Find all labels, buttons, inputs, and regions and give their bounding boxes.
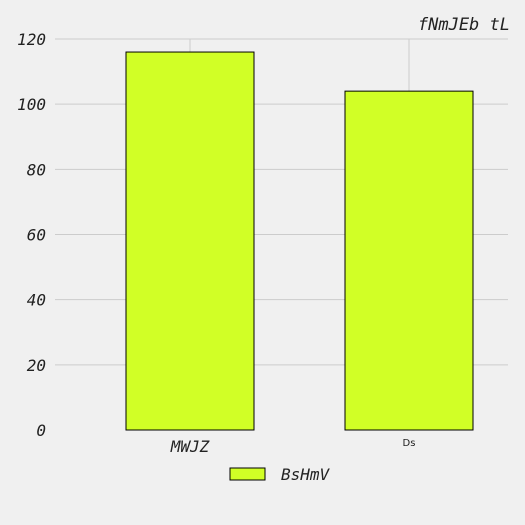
y-tick-label: 100	[17, 95, 46, 114]
y-tick-label: 40	[27, 291, 46, 310]
bar-mwjz	[125, 51, 255, 431]
y-tick-label: 60	[27, 226, 46, 245]
legend-label-bshmv: BsHmV	[281, 465, 331, 484]
y-tick-label: 80	[27, 160, 46, 179]
bars	[125, 51, 474, 431]
y-tick-labels: 0 20 40 60 80 100 120	[17, 30, 46, 440]
x-tick-label-ds: Ds	[403, 438, 416, 449]
y-tick-label: 120	[17, 30, 46, 49]
legend-swatch-bshmv	[229, 467, 266, 481]
x-tick-label-mwjz: MWJZ	[170, 437, 210, 456]
chart-title: fNmJEb tL	[418, 15, 510, 35]
legend: BsHmV	[229, 465, 331, 484]
y-tick-label: 20	[27, 356, 46, 375]
y-tick-label: 0	[36, 421, 46, 440]
x-tick-labels: MWJZ Ds	[170, 437, 416, 456]
bar-ds	[344, 90, 474, 431]
